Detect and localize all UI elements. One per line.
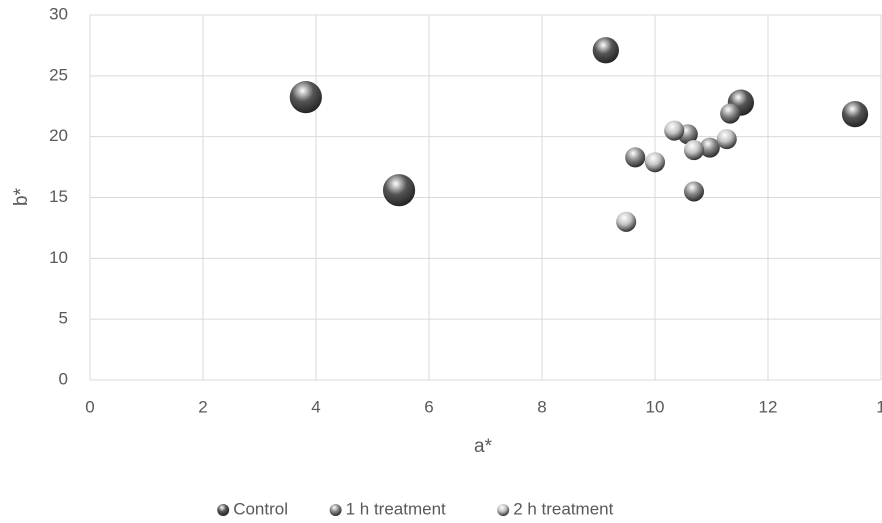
x-tick-label: 1 (876, 397, 882, 416)
legend-marker (217, 504, 230, 516)
bubble (625, 147, 646, 168)
legend: Control 1 h treatment 2 h treatment (217, 499, 614, 518)
bubble (592, 37, 619, 64)
y-tick-label: 30 (49, 4, 68, 23)
x-tick-label: 10 (646, 397, 665, 416)
bubble (716, 129, 737, 150)
x-tick-label: 2 (198, 397, 207, 416)
bubble (289, 81, 322, 114)
legend-label: 2 h treatment (513, 499, 613, 518)
y-tick-label: 5 (59, 309, 68, 328)
bubble (616, 211, 637, 232)
y-tick-label: 0 (59, 369, 68, 388)
bubble (644, 152, 666, 173)
y-tick-label: 15 (49, 187, 68, 206)
legend-marker (329, 504, 342, 516)
y-tick-label: 10 (49, 248, 68, 267)
legend-label: 1 h treatment (346, 499, 446, 518)
y-tick-label: 20 (49, 126, 68, 145)
bubble (683, 140, 705, 161)
x-tick-label: 8 (537, 397, 546, 416)
bubble (683, 181, 705, 202)
legend-label: Control (233, 499, 288, 518)
bubble (699, 137, 720, 158)
bubble (720, 103, 741, 124)
bubble (664, 120, 685, 141)
x-tick-label: 6 (424, 397, 433, 416)
y-tick-label: 25 (49, 65, 68, 84)
x-tick-label: 0 (85, 397, 94, 416)
x-axis-title: a* (474, 436, 493, 457)
bubble (841, 101, 869, 128)
y-axis-title: b* (11, 187, 32, 206)
legend-marker (497, 504, 510, 516)
x-tick-label: 4 (311, 397, 320, 416)
bubble (382, 174, 416, 207)
x-tick-label: 12 (759, 397, 778, 416)
